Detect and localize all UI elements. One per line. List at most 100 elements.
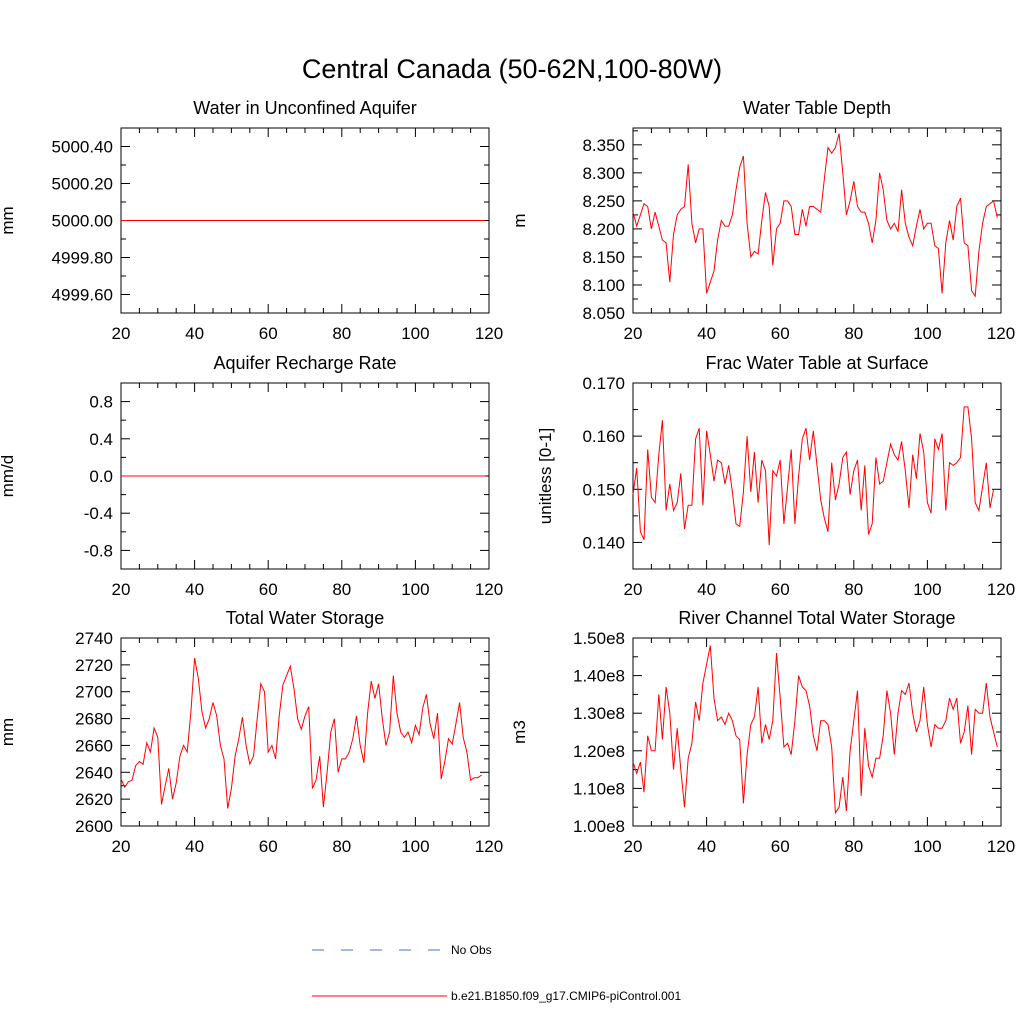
x-tick-label: 40 [697,837,716,856]
x-tick-label: 80 [844,324,863,343]
x-tick-label: 120 [987,580,1015,599]
series-line [632,406,995,546]
chart-panel-1: Water in Unconfined Aquifer mm 20 40 60 80 100… [0,98,503,343]
legend-no-obs-label: No Obs [451,943,492,957]
x-tick-label: 120 [475,580,503,599]
y-tick-label: 0.8 [89,393,113,412]
y-tick-label: 1.30e8 [573,704,625,723]
y-tick-label: 0.170 [582,374,625,393]
chart-panel-5: Total Water Storage mm 20 40 60 80 100 120 2600 2… [0,608,503,856]
y-tick-label: 8.200 [582,220,625,239]
panels: Water in Unconfined Aquifer mm 20 40 60 80 100… [0,98,1015,856]
y-tick-label: 2640 [75,763,113,782]
legend-model-label: b.e21.B1850.f09_g17.CMIP6-piControl.001 [451,989,681,1003]
y-tick-label: -0.8 [84,541,113,560]
x-tick-label: 120 [475,837,503,856]
x-tick-label: 80 [332,324,351,343]
x-tick-label: 20 [112,324,131,343]
x-tick-label: 120 [475,324,503,343]
x-tick-label: 20 [112,580,131,599]
x-tick-label: 80 [844,580,863,599]
series-line [120,658,482,809]
x-tick-label: 100 [401,580,429,599]
y-tick-label: 2740 [75,629,113,648]
x-tick-label: 60 [259,837,278,856]
y-tick-label: 1.20e8 [573,742,625,761]
x-tick-label: 100 [401,324,429,343]
y-tick-label: 2620 [75,790,113,809]
x-tick-label: 120 [987,837,1015,856]
x-tick-label: 100 [913,837,941,856]
y-tick-label: 2660 [75,736,113,755]
y-tick-label: 2600 [75,817,113,836]
x-tick-label: 100 [913,324,941,343]
plot-frame [632,637,1002,827]
x-tick-label: 100 [913,580,941,599]
legend: No Obs b.e21.B1850.f09_g17.CMIP6-piContr… [312,943,681,1003]
x-tick-label: 40 [185,837,204,856]
y-tick-label: 8.250 [582,192,625,211]
y-tick-label: 5000.20 [52,175,113,194]
y-tick-label: 0.4 [89,430,113,449]
x-tick-label: 120 [987,324,1015,343]
y-tick-label: 8.350 [582,136,625,155]
x-tick-label: 60 [771,837,790,856]
y-axis-label: unitless [0-1] [536,428,555,524]
y-tick-label: 8.050 [582,304,625,323]
plot-frame [632,127,1002,314]
y-axis-label: mm [0,718,17,746]
y-axis-label: m3 [510,720,529,744]
y-tick-label: 2680 [75,710,113,729]
y-tick-label: 5000.40 [52,138,113,157]
y-tick-label: 2700 [75,683,113,702]
x-tick-label: 60 [259,580,278,599]
y-tick-label: 0.140 [582,533,625,552]
series-line [632,133,998,298]
x-tick-label: 60 [259,324,278,343]
chart-panel-4: Frac Water Table at Surface unitless [0-1… [536,353,1015,599]
y-tick-label: 0.0 [89,467,113,486]
x-tick-label: 80 [844,837,863,856]
x-tick-label: 40 [697,324,716,343]
x-tick-label: 80 [332,580,351,599]
x-tick-label: 80 [332,837,351,856]
x-tick-label: 20 [624,324,643,343]
panel-title: Frac Water Table at Surface [705,353,928,373]
x-tick-label: 60 [771,580,790,599]
y-tick-label: 1.50e8 [573,629,625,648]
x-tick-label: 20 [112,837,131,856]
panel-title: Water in Unconfined Aquifer [193,98,416,118]
y-tick-label: 8.150 [582,248,625,267]
panel-title: River Channel Total Water Storage [678,608,955,628]
y-tick-label: 8.100 [582,276,625,295]
y-tick-label: 1.00e8 [573,817,625,836]
plot-frame [120,637,490,827]
y-axis-label: mm [0,206,17,234]
plot-frame [632,382,1002,570]
y-tick-label: 4999.80 [52,249,113,268]
y-tick-label: 0.160 [582,427,625,446]
y-tick-label: 5000.00 [52,212,113,231]
chart-panel-2: Water Table Depth m 20 40 60 80 100 120 8.050 8.1… [510,98,1015,343]
y-axis-label: m [510,213,529,227]
y-tick-label: 4999.60 [52,286,113,305]
panel-title: Total Water Storage [226,608,384,628]
chart-panel-6: River Channel Total Water Storage m3 20 40 6… [510,608,1015,856]
x-tick-label: 60 [771,324,790,343]
y-tick-label: 2720 [75,656,113,675]
series-line [632,645,998,815]
x-tick-label: 100 [401,837,429,856]
chart-panel-3: Aquifer Recharge Rate mm/d 20 40 60 80 100 120 -… [0,353,503,599]
x-tick-label: 20 [624,837,643,856]
y-tick-label: 1.10e8 [573,779,625,798]
x-tick-label: 20 [624,580,643,599]
figure-title: Central Canada (50-62N,100-80W) [302,54,722,84]
x-tick-label: 40 [185,580,204,599]
panel-title: Water Table Depth [743,98,891,118]
y-axis-label: mm/d [0,455,17,498]
y-tick-label: 8.300 [582,164,625,183]
panel-title: Aquifer Recharge Rate [213,353,396,373]
y-tick-label: 0.150 [582,480,625,499]
x-tick-label: 40 [185,324,204,343]
